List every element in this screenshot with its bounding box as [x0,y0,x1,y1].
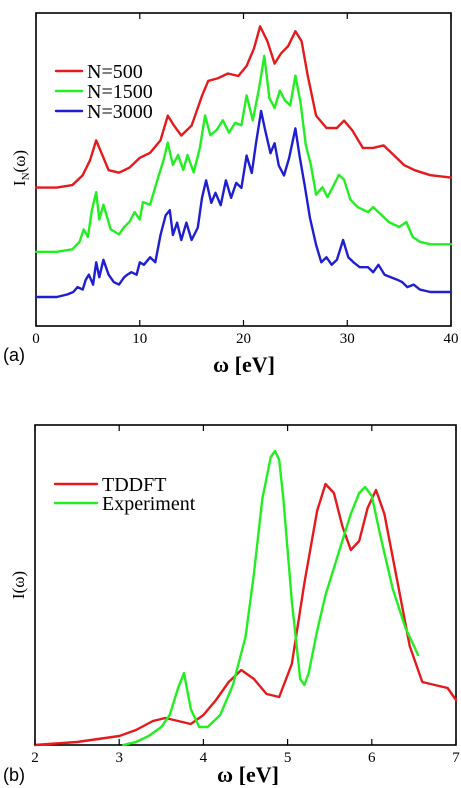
panel-b-x-axis-label: ω [eV] [217,762,279,787]
panel-b-series-tddft [33,482,458,747]
panel-b-series-group [33,449,458,747]
legend-label-n1500: N=1500 [87,81,153,103]
panel-b-x-tick-label: 4 [200,750,208,766]
panel-a-x-tick-label: 20 [236,331,251,347]
panel-a-x-tick-label: 10 [132,331,147,347]
panel-b-x-tick-label: 7 [452,750,460,766]
panel-a-x-axis-label: ω [eV] [213,352,275,377]
panel-a-series-n-500 [34,25,453,189]
panel-a-series-n-3000 [34,109,453,299]
panel-b-legend: TDDFT Experiment [53,474,196,515]
panel-b-plot-frame [34,424,457,746]
panel-b: 2 3 4 5 6 7 TDDFT Experiment I(ω) ω [eV] (b) [3,424,460,787]
panel-b-x-tick-label: 6 [368,750,376,766]
panel-b-x-tick-label: 2 [31,750,39,766]
panel-b-x-tick-label: 3 [115,750,123,766]
panel-a-x-tick-label: 40 [444,331,459,347]
panel-a-series-n-1500 [34,54,453,253]
panel-b-y-axis-label: I(ω) [9,571,28,599]
panel-a-x-ticks: 0 10 20 30 40 [32,13,459,347]
panel-a-series-group [34,25,453,299]
legend-label-tddft: TDDFT [102,474,166,496]
panel-b-series-experiment [122,449,420,747]
panel-a: 0 10 20 30 40 N=500 N=1500 N=3000 IN(ω) ω [e… [3,12,459,377]
legend-label-n500: N=500 [87,61,143,83]
panel-b-x-tick-label: 5 [284,750,292,766]
panel-a-legend: N=500 N=1500 N=3000 [54,61,153,123]
panel-a-x-tick-label: 30 [340,331,355,347]
legend-label-n3000: N=3000 [87,101,153,123]
panel-b-x-ticks: 2 3 4 5 6 7 [31,425,460,766]
panel-a-x-tick-label: 0 [32,331,40,347]
panel-a-label: (a) [3,345,25,365]
panel-b-label: (b) [3,765,25,785]
legend-label-experiment: Experiment [102,493,196,515]
panel-a-y-axis-label: IN(ω) [10,150,32,186]
